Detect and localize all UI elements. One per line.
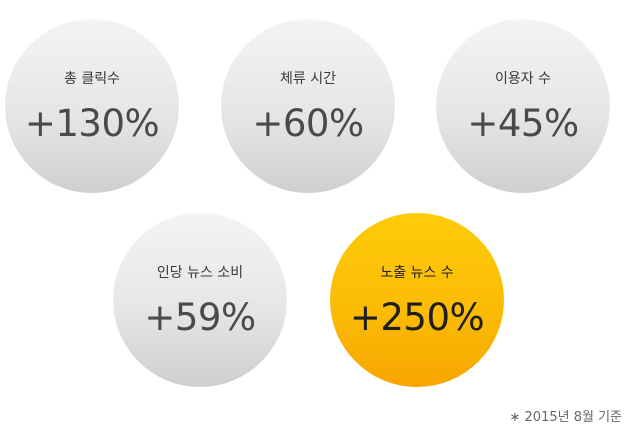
stat-label: 노출 뉴스 수 <box>380 265 454 281</box>
stat-value: +130% <box>24 102 160 145</box>
stat-label: 체류 시간 <box>280 71 336 87</box>
stat-news-exposure: 노출 뉴스 수 +250% <box>330 213 504 387</box>
stat-label: 인당 뉴스 소비 <box>156 265 244 281</box>
stat-news-per-user: 인당 뉴스 소비 +59% <box>113 213 287 387</box>
stat-label: 이용자 수 <box>495 71 551 87</box>
stat-label: 총 클릭수 <box>64 71 120 87</box>
stat-value: +45% <box>467 102 579 145</box>
stat-dwell-time: 체류 시간 +60% <box>221 19 395 193</box>
stat-user-count: 이용자 수 +45% <box>436 19 610 193</box>
stat-total-clicks: 총 클릭수 +130% <box>5 19 179 193</box>
stat-value: +60% <box>252 102 364 145</box>
footnote: ∗ 2015년 8월 기준 <box>509 410 623 425</box>
stat-value: +250% <box>349 296 485 339</box>
stat-value: +59% <box>144 296 256 339</box>
